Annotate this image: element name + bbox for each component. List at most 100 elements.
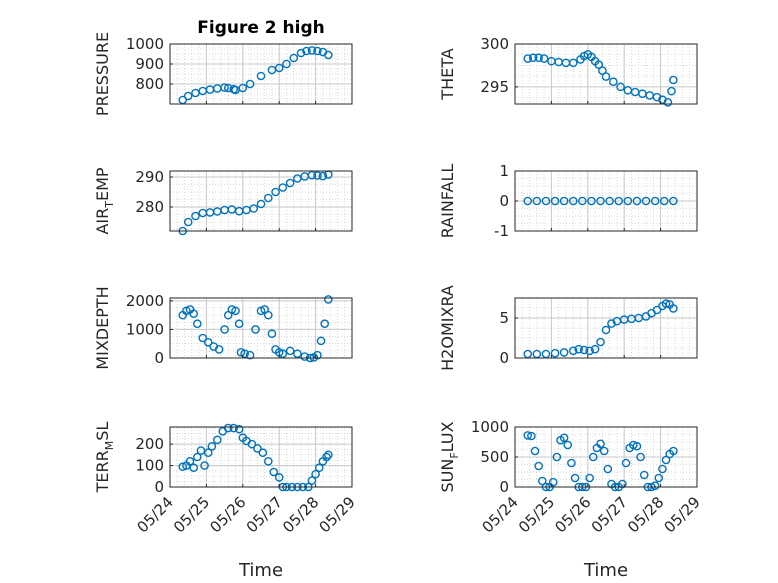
data-point	[324, 50, 333, 60]
y-tick-label: 0	[499, 192, 509, 210]
data-point	[249, 204, 259, 213]
data-point	[527, 431, 536, 441]
data-point	[608, 77, 618, 87]
data-point	[192, 319, 202, 329]
data-point	[274, 63, 284, 73]
data-point	[639, 470, 649, 480]
y-tick-label: 800	[135, 75, 164, 93]
data-point	[229, 423, 238, 433]
data-point	[588, 452, 598, 462]
data-point	[669, 446, 678, 456]
data-point	[568, 346, 578, 356]
data-point	[659, 196, 669, 206]
data-point	[563, 440, 573, 450]
y-tick-label: 290	[135, 168, 164, 186]
data-point	[578, 196, 587, 206]
x-axis-label: Time	[583, 560, 628, 581]
data-point	[523, 431, 533, 440]
data-point	[650, 196, 660, 206]
data-point	[324, 295, 333, 304]
data-point	[213, 435, 222, 445]
y-tick-label: 900	[135, 55, 164, 73]
data-point	[247, 439, 257, 449]
data-point	[616, 82, 625, 92]
data-point	[314, 463, 324, 473]
data-point	[245, 350, 255, 360]
data-point	[667, 86, 676, 96]
data-point	[534, 53, 543, 63]
data-point	[220, 325, 229, 334]
data-point	[621, 458, 631, 468]
y-tick-label: 0	[499, 349, 509, 367]
data-point	[271, 187, 280, 197]
data-point	[311, 469, 320, 479]
data-point	[320, 319, 330, 329]
y-axis-label: H2OMIXRA	[438, 285, 457, 371]
data-point	[559, 433, 569, 443]
data-point	[189, 309, 198, 319]
data-point	[596, 439, 605, 449]
data-point	[322, 452, 331, 462]
y-axis-label: TERRMSL	[93, 422, 116, 494]
data-point	[532, 196, 542, 206]
data-point	[258, 448, 268, 458]
data-point	[183, 91, 193, 101]
data-point	[307, 170, 317, 180]
data-point	[198, 333, 208, 343]
data-point	[307, 476, 317, 485]
data-point	[605, 196, 614, 206]
data-point	[263, 310, 273, 320]
data-point	[302, 46, 311, 56]
data-point	[669, 304, 678, 313]
axes-box	[169, 170, 353, 232]
data-point	[223, 423, 233, 433]
data-point	[596, 337, 605, 347]
data-point	[585, 473, 594, 483]
data-point	[579, 345, 589, 355]
data-point	[263, 193, 273, 203]
data-point	[234, 424, 244, 434]
data-point	[654, 473, 664, 483]
data-point	[285, 346, 295, 356]
data-point	[541, 196, 551, 206]
data-point	[601, 72, 611, 81]
y-axis-label: RAINFALL	[438, 164, 457, 239]
data-point	[590, 344, 600, 354]
axes-box	[169, 297, 353, 359]
data-point	[185, 456, 195, 466]
axes-box	[169, 43, 353, 105]
data-point	[274, 473, 284, 482]
plot-area	[515, 44, 697, 104]
data-point	[267, 329, 277, 339]
y-tick-label: 280	[135, 198, 164, 216]
data-point	[587, 196, 596, 206]
y-tick-label: 0	[154, 349, 164, 367]
y-tick-label: 0	[499, 478, 509, 496]
data-point	[596, 196, 605, 206]
subplot-h2omixra: 0 5 H2OMIXRA	[438, 285, 698, 371]
data-point	[570, 473, 580, 483]
data-point	[285, 178, 295, 188]
data-point	[669, 196, 678, 206]
data-point	[296, 48, 306, 58]
data-point	[669, 75, 678, 85]
data-point	[231, 306, 240, 316]
data-point	[289, 53, 299, 63]
data-point	[214, 345, 224, 354]
data-point	[234, 319, 244, 329]
data-point	[641, 196, 651, 206]
data-point	[207, 441, 217, 451]
data-point	[192, 452, 202, 462]
data-point	[278, 183, 288, 192]
y-tick-label: -1	[494, 222, 509, 240]
data-point	[530, 446, 540, 456]
data-point	[324, 450, 333, 460]
data-point	[585, 346, 594, 356]
data-point	[293, 349, 302, 359]
y-axis-label: MIXDEPTH	[93, 286, 112, 369]
data-point	[636, 452, 645, 462]
data-point	[183, 217, 193, 227]
data-point	[220, 83, 229, 92]
data-point	[663, 97, 673, 107]
